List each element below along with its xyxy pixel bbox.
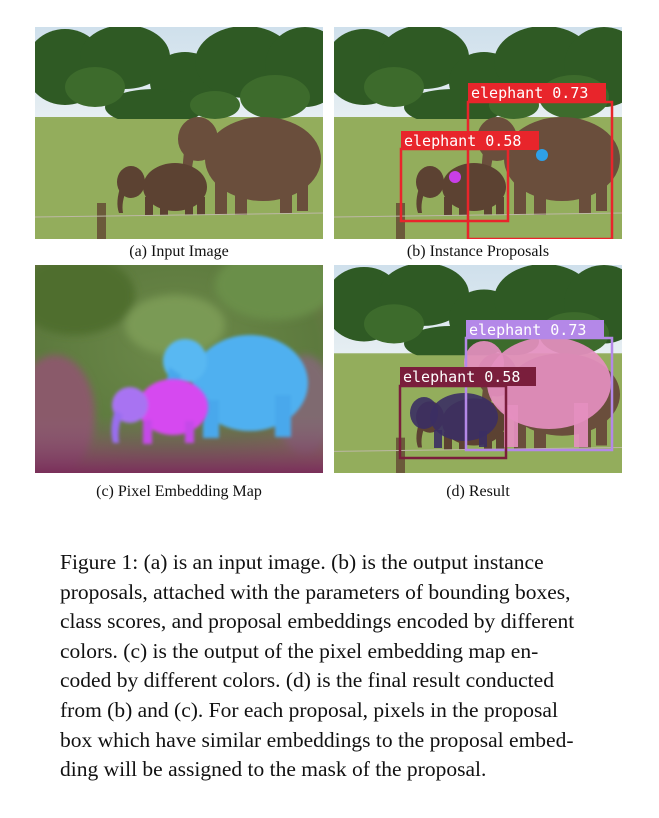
embedding-small-elephant xyxy=(111,379,208,444)
caption-line: proposals, attached with the parameters … xyxy=(60,579,571,604)
bbox-elephant-large: elephant 0.73 xyxy=(466,83,614,239)
caption-line: colors. (c) is the output of the pixel e… xyxy=(60,638,539,663)
panel-b-instance-proposals: elephant 0.73 elephant 0.58 xyxy=(334,27,622,239)
panel-b-caption: (b) Instance Proposals xyxy=(406,243,550,260)
bbox-label-small: elephant 0.58 xyxy=(404,132,521,150)
panel-c-caption: (c) Pixel Embedding Map xyxy=(96,483,262,500)
bbox-elephant-small-result: elephant 0.58 xyxy=(398,367,536,460)
result-label-small: elephant 0.58 xyxy=(403,368,520,386)
panel-d-result: elephant 0.73 elephant 0.58 xyxy=(334,265,622,473)
bbox-label-large: elephant 0.73 xyxy=(471,84,588,102)
caption-line: class scores, and proposal embeddings en… xyxy=(60,609,575,634)
panel-c-pixel-embedding-map xyxy=(35,265,323,473)
panel-d-caption: (d) Result xyxy=(446,483,510,500)
caption-line: ding will be assigned to the mask of the… xyxy=(60,757,487,782)
caption-line: coded by different colors. (d) is the fi… xyxy=(60,668,554,693)
mask-elephant-small xyxy=(410,393,498,448)
figure-caption: Figure 1: (a) is an input image. (b) is … xyxy=(60,548,622,785)
panel-a-caption: (a) Input Image xyxy=(129,243,229,260)
proposal-embedding-dot-small xyxy=(449,171,461,183)
embedding-map xyxy=(35,265,323,473)
proposals-image: elephant 0.73 elephant 0.58 xyxy=(334,27,622,239)
input-image xyxy=(35,27,323,239)
caption-line: box which have similar embeddings to the… xyxy=(60,727,574,752)
caption-line: Figure 1: (a) is an input image. (b) is … xyxy=(60,550,544,574)
caption-line: from (b) and (c). For each proposal, pix… xyxy=(60,697,558,722)
bbox-elephant-small: elephant 0.58 xyxy=(399,131,539,223)
panel-a-input-image xyxy=(35,27,323,239)
proposal-embedding-dot-large xyxy=(536,149,548,161)
bbox-elephant-large-result: elephant 0.73 xyxy=(464,320,614,452)
result-image: elephant 0.73 elephant 0.58 xyxy=(334,265,622,473)
result-label-large: elephant 0.73 xyxy=(469,321,586,339)
